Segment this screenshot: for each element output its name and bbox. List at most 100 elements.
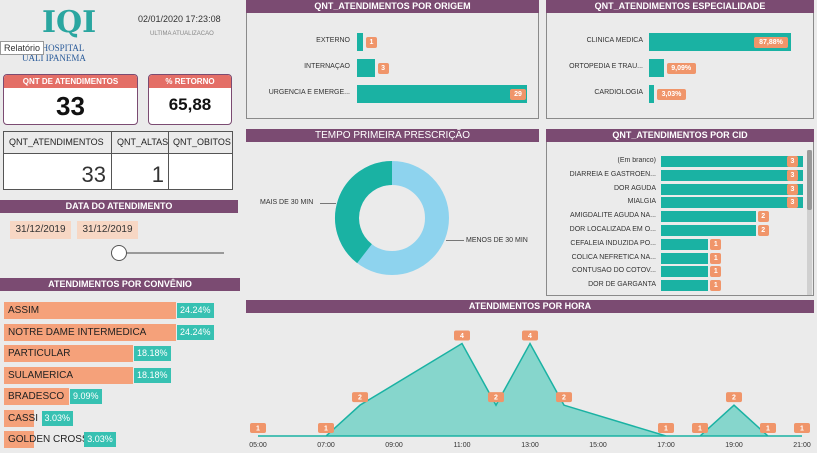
hourly-x-tick: 15:00 bbox=[589, 442, 607, 449]
cid-label: AMIGDALITE AGUDA NÃ... bbox=[570, 212, 656, 220]
kpi-retorno-label: % RETORNO bbox=[149, 75, 231, 88]
svg-text:1: 1 bbox=[698, 426, 702, 433]
cid-bar[interactable] bbox=[661, 211, 756, 223]
hourly-data-label: 4 bbox=[454, 330, 470, 341]
kpi-atendimentos-label: QNT DE ATENDIMENTOS bbox=[4, 75, 137, 88]
svg-text:1: 1 bbox=[664, 426, 668, 433]
hourly-data-label: 2 bbox=[556, 392, 572, 403]
cid-bar[interactable] bbox=[661, 238, 709, 250]
cid-value-badge: 3 bbox=[787, 169, 798, 181]
svg-text:2: 2 bbox=[562, 395, 566, 402]
svg-text:1: 1 bbox=[256, 426, 260, 433]
especialidade-title: QNT_ATENDIMENTOS ESPECIALIDADE bbox=[546, 0, 814, 13]
cid-bar[interactable] bbox=[661, 197, 803, 209]
convenio-pct-label: 24.24% bbox=[177, 324, 214, 340]
hourly-data-label: 2 bbox=[726, 392, 742, 403]
cid-bar[interactable] bbox=[661, 169, 803, 181]
convenio-bar[interactable]: BRADESCO bbox=[4, 388, 69, 405]
origem-bar[interactable] bbox=[357, 33, 363, 51]
hourly-data-label: 1 bbox=[794, 423, 810, 433]
origem-label: EXTERNO bbox=[316, 37, 350, 44]
convenio-bar[interactable]: GOLDEN CROSS bbox=[4, 431, 89, 448]
convenio-bar[interactable]: PARTICULAR bbox=[4, 345, 133, 362]
svg-text:2: 2 bbox=[358, 395, 362, 402]
especialidade-panel bbox=[546, 0, 814, 119]
kpi-atendimentos: QNT DE ATENDIMENTOS 33 bbox=[3, 74, 138, 125]
cid-bar[interactable] bbox=[661, 252, 709, 264]
kpi-atendimentos-value: 33 bbox=[56, 91, 85, 121]
convenio-bar[interactable]: ASSIM bbox=[4, 302, 176, 319]
especialidade-bar[interactable] bbox=[649, 85, 654, 103]
hourly-x-tick: 17:00 bbox=[657, 442, 675, 449]
last-update-subtitle: ULTIMA ATUALIZACAO bbox=[150, 31, 214, 37]
date-slider-handle[interactable] bbox=[111, 245, 127, 261]
hourly-x-tick: 19:00 bbox=[725, 442, 743, 449]
cid-scrollbar-thumb[interactable] bbox=[807, 150, 812, 210]
svg-text:2: 2 bbox=[732, 395, 736, 402]
svg-text:4: 4 bbox=[528, 333, 532, 340]
cid-bar[interactable] bbox=[661, 266, 709, 278]
convenio-bar[interactable]: SULAMERICA bbox=[4, 366, 133, 384]
hourly-data-label: 4 bbox=[522, 330, 538, 341]
hourly-data-label: 2 bbox=[488, 392, 504, 403]
svg-text:1: 1 bbox=[766, 426, 770, 433]
cid-value-badge: 2 bbox=[757, 225, 769, 236]
especialidade-value-badge: 87,88% bbox=[754, 37, 788, 48]
date-end-input[interactable]: 31/12/2019 bbox=[77, 221, 138, 239]
cid-label: CONTUSÃO DO COTOV... bbox=[571, 267, 656, 275]
cid-bar[interactable] bbox=[661, 280, 709, 292]
hourly-x-tick: 07:00 bbox=[317, 442, 335, 449]
origem-title: QNT_ATENDIMENTOS POR ORIGEM bbox=[246, 0, 539, 13]
convenio-title: ATENDIMENTOS POR CONVÊNIO bbox=[0, 278, 240, 291]
especialidade-label: CLINICA MEDICA bbox=[586, 37, 643, 44]
date-slider-track[interactable] bbox=[118, 252, 224, 254]
convenio-pct-label: 3.03% bbox=[41, 410, 74, 426]
especialidade-bar[interactable] bbox=[649, 59, 664, 77]
table-header-obitos: QNT_OBITOS bbox=[173, 137, 231, 147]
hourly-data-label: 1 bbox=[760, 423, 776, 433]
cid-bar[interactable] bbox=[661, 156, 803, 167]
table-value-atendimentos: 33 bbox=[81, 162, 106, 187]
especialidade-value-badge: 3,03% bbox=[657, 89, 686, 100]
cid-label: CÓLICA NEFRÉTICA NÃ... bbox=[571, 253, 656, 261]
convenio-pct-label: 3.03% bbox=[84, 432, 116, 447]
logo-line2: UALI IPANEMA bbox=[22, 53, 86, 63]
logo-mark-icon: IQI bbox=[42, 5, 96, 40]
summary-table: QNT_ATENDIMENTOS QNT_ALTAS QNT_OBITOS 33… bbox=[3, 131, 233, 190]
cid-scrollbar[interactable] bbox=[807, 150, 812, 295]
cid-label: DIARRÉIA E GASTROEN... bbox=[569, 170, 656, 178]
hourly-x-tick: 11:00 bbox=[454, 442, 471, 449]
svg-text:1: 1 bbox=[324, 426, 328, 433]
hourly-data-label: 2 bbox=[352, 392, 368, 403]
cid-label: MIALGIA bbox=[627, 198, 656, 206]
last-update-timestamp: 02/01/2020 17:23:08 bbox=[138, 14, 221, 24]
convenio-bar[interactable]: CASSI bbox=[4, 409, 38, 427]
table-value-altas: 1 bbox=[151, 162, 164, 187]
prescricao-title: TEMPO PRIMEIRA PRESCRIÇÃO bbox=[246, 129, 539, 142]
cid-label: (Em branco) bbox=[617, 157, 656, 164]
prescricao-donut bbox=[335, 161, 449, 275]
kpi-retorno: % RETORNO 65,88 bbox=[148, 74, 232, 125]
hourly-title: ATENDIMENTOS POR HORA bbox=[246, 300, 814, 313]
origem-label: INTERNAÇAO bbox=[304, 63, 350, 70]
origem-bar[interactable] bbox=[357, 59, 375, 77]
cid-value-badge: 1 bbox=[710, 280, 722, 292]
logo-line1: HOSPITAL bbox=[41, 43, 85, 53]
date-start-input[interactable]: 31/12/2019 bbox=[10, 221, 71, 239]
cid-bar[interactable] bbox=[661, 183, 803, 195]
hourly-data-label: 1 bbox=[318, 423, 334, 433]
cid-label: DOR LOCALIZADA EM O... bbox=[569, 226, 656, 233]
hourly-x-tick: 05:00 bbox=[249, 442, 267, 449]
cid-label: DOR AGUDA bbox=[613, 184, 656, 192]
origem-bar[interactable] bbox=[357, 85, 527, 103]
hourly-area-chart: 1 1 2 4 2 4 2 1 1 2 1 1 05:00 07:00 09:00 11:00 13:00 15:… bbox=[249, 330, 811, 449]
relatorio-tooltip: Relatório bbox=[0, 41, 45, 55]
hospital-logo: IQI HOSPITAL UALI IPANEMA bbox=[22, 2, 118, 63]
cid-value-badge: 2 bbox=[757, 211, 769, 223]
convenio-bar[interactable]: NOTRE DAME INTERMEDICA bbox=[4, 323, 176, 341]
cid-bar[interactable] bbox=[661, 225, 756, 236]
prescricao-label-mais: MAIS DE 30 MIN bbox=[260, 199, 314, 206]
hourly-x-tick: 09:00 bbox=[385, 442, 403, 449]
table-header-atendimentos: QNT_ATENDIMENTOS bbox=[9, 137, 104, 147]
origem-label: URGENCIA E EMERGE... bbox=[268, 89, 350, 96]
